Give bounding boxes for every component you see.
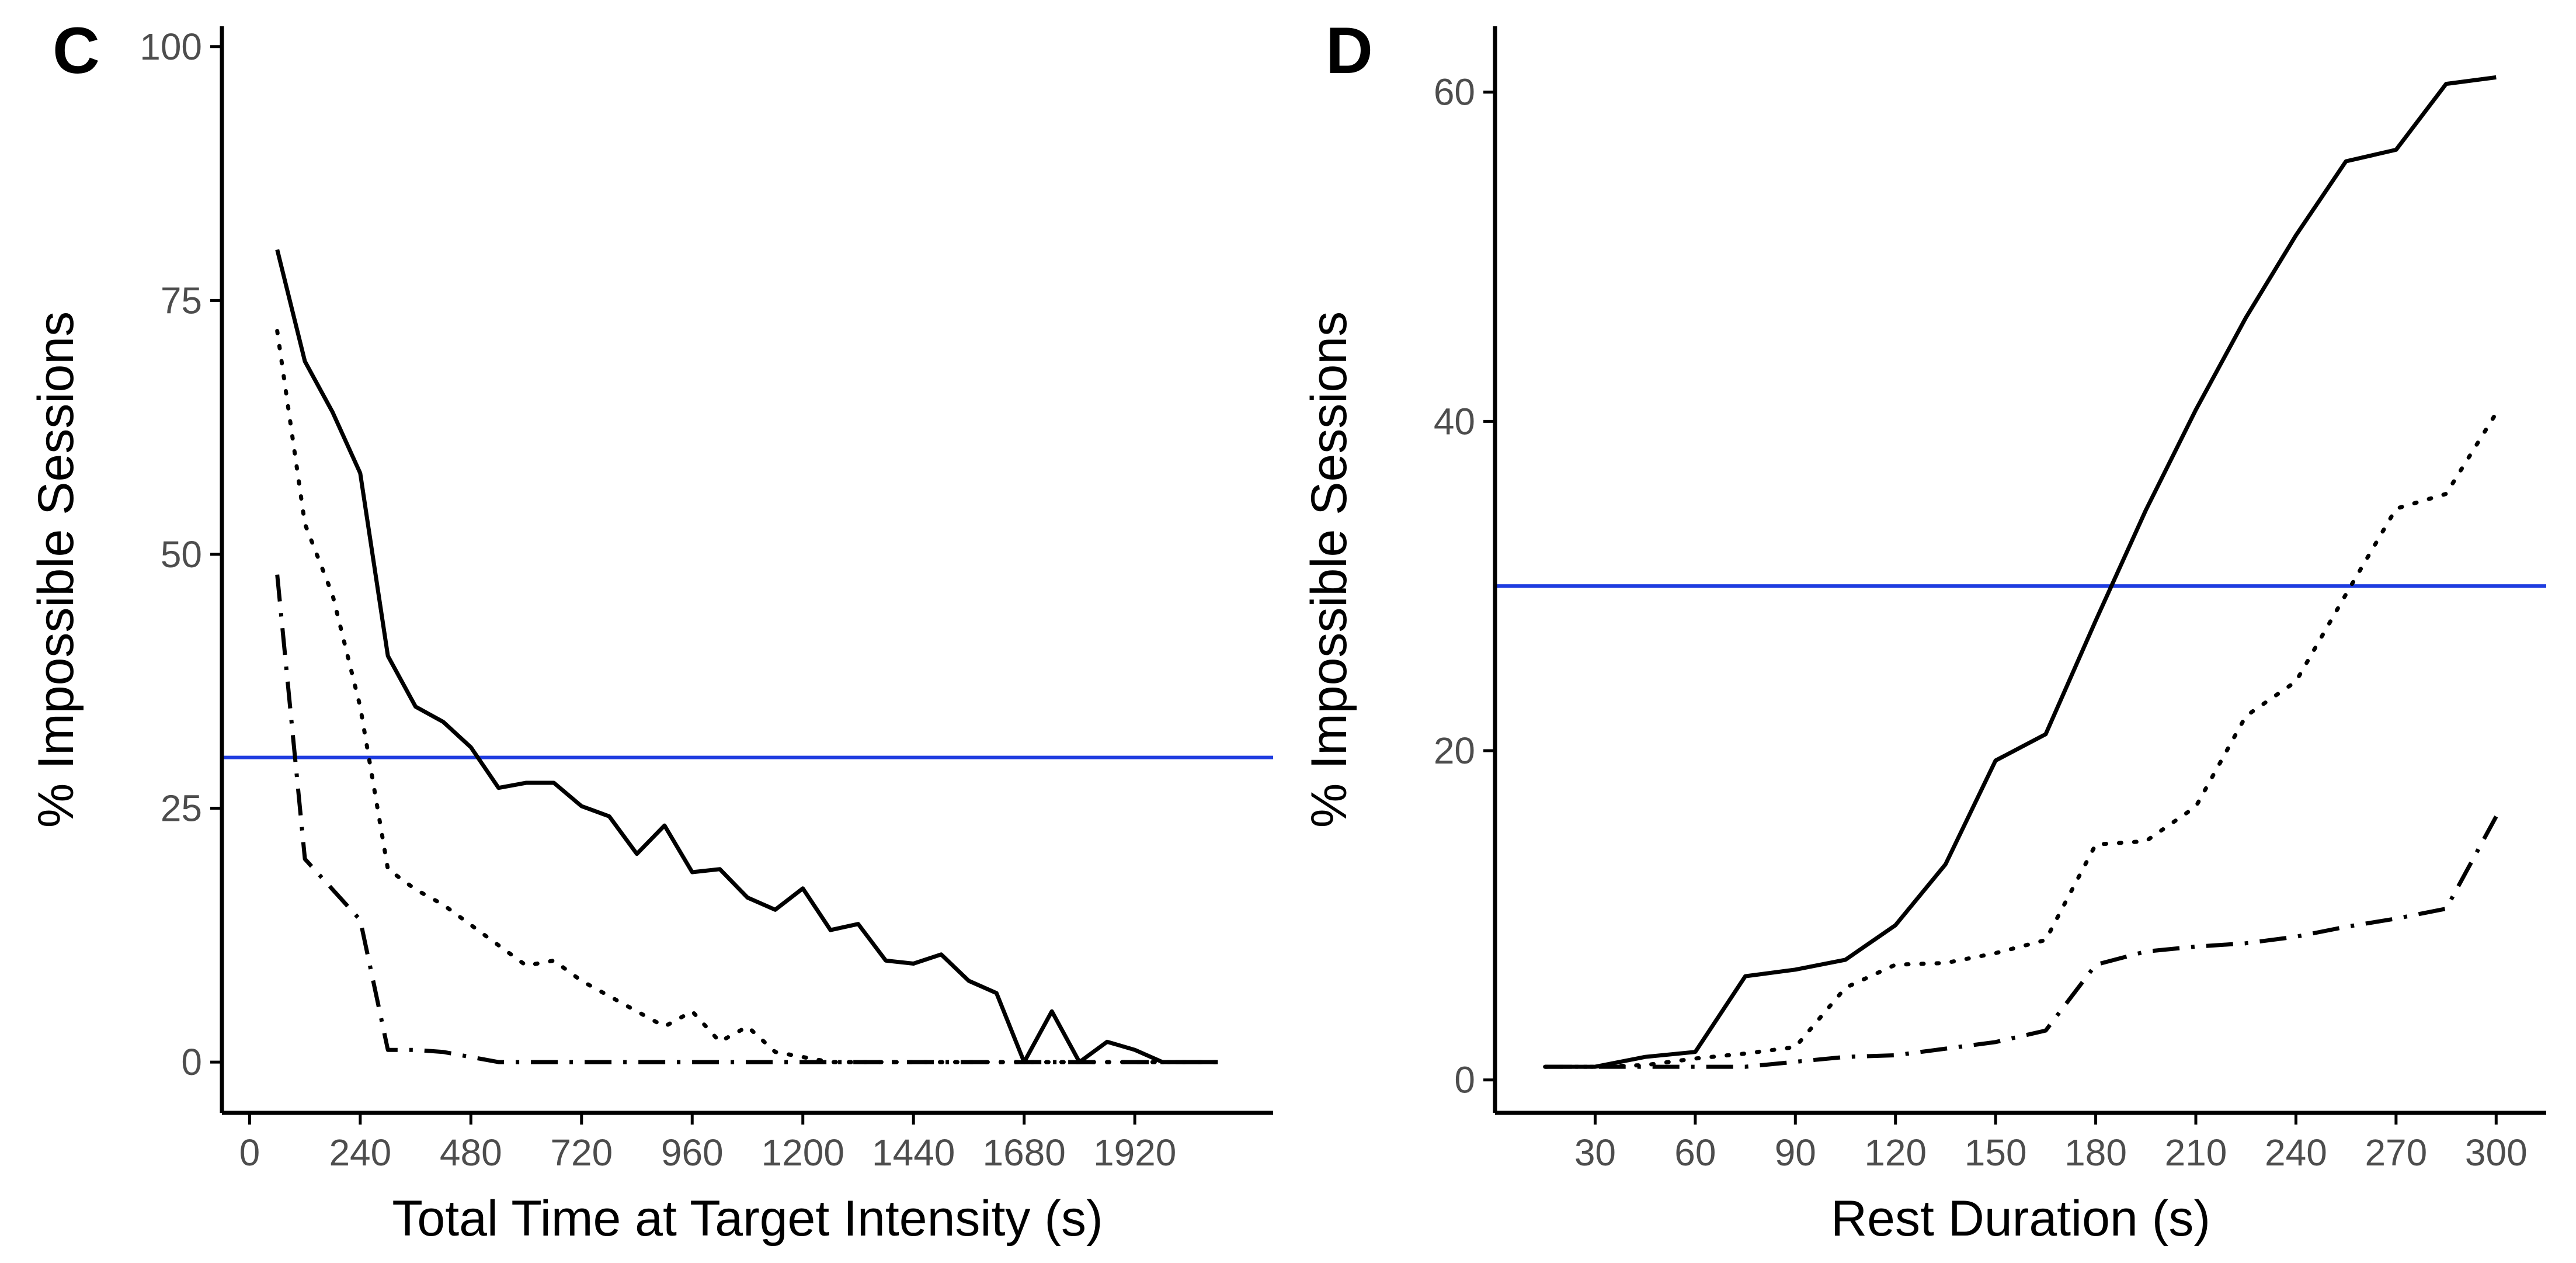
panel-c-label: C: [53, 14, 100, 87]
panel-d-x-tick-label: 240: [2265, 1132, 2327, 1174]
panel-d-y-tick-label: 40: [1434, 400, 1475, 442]
panel-c-y-tick-label: 25: [161, 787, 202, 830]
panel-d-series-solid: [1545, 75, 2497, 1069]
panel-d: D 0 20 40 60 30 60 90 120 150 180 210 240 270 300 % …: [1301, 14, 2546, 1247]
panel-d-x-tick-label: 270: [2365, 1132, 2427, 1174]
panel-c-y-tick-label: 75: [161, 279, 202, 321]
panel-c-x-tick-label: 480: [440, 1132, 502, 1174]
panel-d-x-tick-label: 150: [1965, 1132, 2027, 1174]
panel-d-x-tick-label: 60: [1674, 1132, 1716, 1174]
panel-c-x-tick-label: 1920: [1093, 1132, 1176, 1174]
panel-d-y-tick-label: 0: [1454, 1059, 1475, 1101]
panel-c-y-tick-label: 0: [181, 1041, 202, 1083]
panel-d-series-dotted: [1543, 411, 2498, 1069]
panel-d-x-tick-label: 120: [1864, 1132, 1927, 1174]
panel-c-series-solid: [275, 249, 1218, 1064]
panel-c-x-tick-label: 1680: [982, 1132, 1065, 1174]
panel-c-series-dotted: [275, 329, 1220, 1064]
panel-d-x-tick-label: 180: [2064, 1132, 2127, 1174]
panel-d-x-tick-label: 300: [2465, 1132, 2528, 1174]
panel-c-x-tick-label: 240: [329, 1132, 391, 1174]
panel-c-y-axis-title: % Impossible Sessions: [28, 311, 84, 828]
panel-c-x-tick-label: 1200: [762, 1132, 844, 1174]
panel-c-series-dash-dot: [275, 574, 1218, 1064]
panel-c-x-tick-label: 0: [239, 1132, 260, 1174]
panel-c: C 0 25 50 75 100 0 240 480 720 960 1200 1440 1680 19…: [28, 14, 1273, 1247]
panel-d-y-tick-label: 60: [1434, 71, 1475, 113]
panel-c-x-tick-label: 720: [550, 1132, 613, 1174]
panel-c-y-tick-label: 50: [161, 533, 202, 575]
panel-d-x-tick-label: 90: [1775, 1132, 1816, 1174]
panel-c-x-tick-label: 960: [661, 1132, 724, 1174]
panel-c-x-axis-title: Total Time at Target Intensity (s): [392, 1191, 1103, 1247]
panel-d-x-tick-label: 30: [1574, 1132, 1616, 1174]
panel-c-y-tick-label: 100: [140, 26, 202, 68]
panel-d-y-tick-label: 20: [1434, 730, 1475, 772]
panel-c-x-tick-label: 1440: [872, 1132, 955, 1174]
panel-d-x-axis-title: Rest Duration (s): [1831, 1191, 2210, 1247]
panel-d-label: D: [1326, 14, 1373, 87]
panel-d-x-tick-label: 210: [2165, 1132, 2227, 1174]
panel-d-y-axis-title: % Impossible Sessions: [1301, 311, 1357, 828]
panel-d-series-dash-dot: [1545, 816, 2498, 1069]
